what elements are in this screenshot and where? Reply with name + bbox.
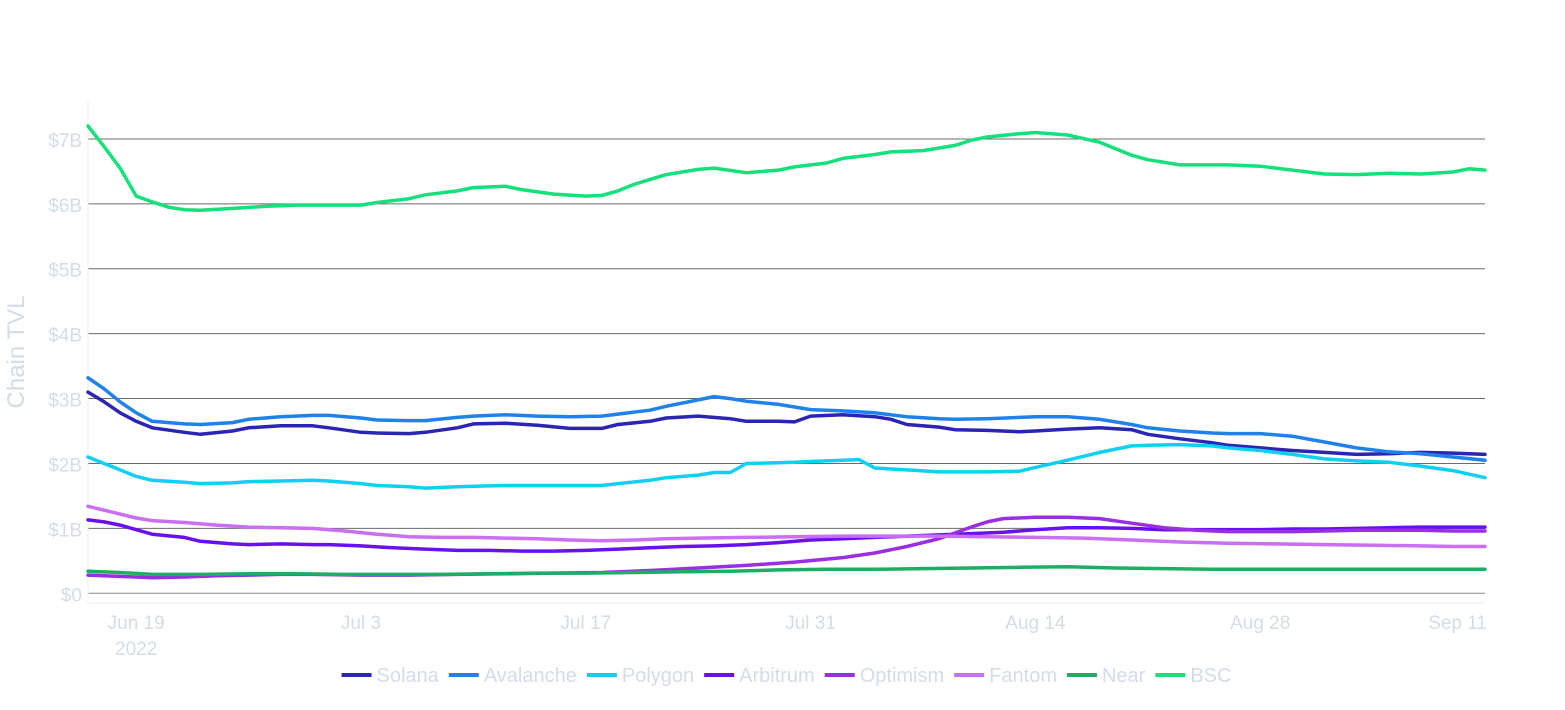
legend-item-solana[interactable]: Solana [341,665,440,687]
x-tick-year-label: 2022 [115,639,157,660]
y-axis-title: Chain TVL [3,296,30,409]
series-line-near[interactable] [86,564,1487,577]
series-line-polygon[interactable] [86,442,1487,490]
legend-label: Arbitrum [739,665,815,687]
y-tick-label: $7B [48,131,82,152]
x-tick-label: Jun 19 [108,613,165,634]
x-tick-label: Aug 28 [1230,613,1290,634]
y-tick-label: $1B [48,520,82,541]
legend-label: Fantom [989,665,1057,687]
grid-lines [88,138,1485,594]
legend: Solana Avalanche Polygon Arbitrum Optimism Fa… [341,665,1231,687]
legend-item-bsc[interactable]: BSC [1155,665,1231,687]
series-line-fantom[interactable] [86,504,1487,549]
series-line-arbitrum[interactable] [86,518,1487,553]
x-tick-label: Aug 14 [1005,613,1066,634]
series-line-bsc[interactable] [86,124,1487,213]
axes: $0 $1B $2B $3B $4B $5B $6B $7B Jun 19 2022 Jul 3 Ju… [48,100,1487,660]
legend-item-fantom[interactable]: Fantom [954,665,1057,687]
legend-label: Near [1102,665,1146,687]
legend-label: Polygon [622,665,694,687]
series-line-avalanche[interactable] [86,376,1487,462]
y-tick-label: $0 [61,585,82,606]
legend-label: Solana [377,665,440,687]
y-tick-label: $5B [48,261,82,282]
y-tick-label: $3B [48,391,82,412]
x-tick-label: Sep 11 [1428,613,1487,634]
legend-item-arbitrum[interactable]: Arbitrum [704,665,815,687]
legend-item-avalanche[interactable]: Avalanche [448,665,577,687]
legend-label: BSC [1190,665,1231,687]
legend-label: Optimism [860,665,944,687]
x-tick-label: Jul 3 [341,613,381,634]
x-tick-label: Jul 17 [560,613,611,634]
y-tick-label: $6B [48,196,82,217]
y-tick-label: $4B [48,326,82,347]
series-line-solana[interactable] [86,390,1487,457]
legend-label: Avalanche [484,665,577,687]
series-lines [86,124,1487,580]
x-tick-label: Jul 31 [785,613,836,634]
legend-item-polygon[interactable]: Polygon [586,665,694,687]
legend-item-near[interactable]: Near [1066,665,1146,687]
y-tick-label: $2B [48,455,82,476]
legend-item-optimism[interactable]: Optimism [824,665,944,687]
